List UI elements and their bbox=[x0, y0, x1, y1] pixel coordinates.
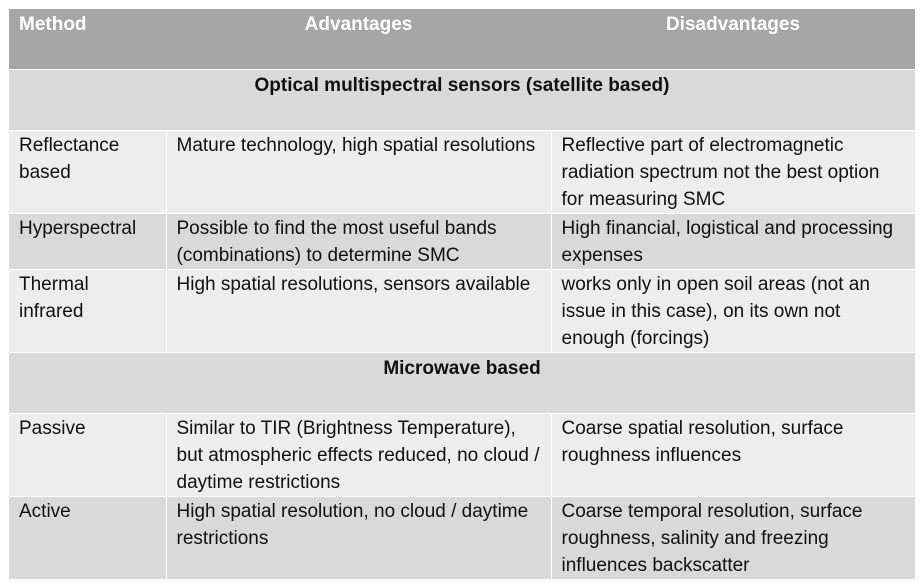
header-disadvantages: Disadvantages bbox=[551, 9, 915, 70]
comparison-table-container: Method Advantages Disadvantages Optical … bbox=[9, 9, 915, 580]
advantages-cell: High spatial resolution, no cloud / dayt… bbox=[166, 496, 552, 580]
table-header-row: Method Advantages Disadvantages bbox=[9, 9, 915, 70]
method-cell: Active bbox=[9, 496, 167, 580]
disadvantages-cell: Reflective part of electromagnetic radia… bbox=[551, 130, 915, 214]
disadvantages-cell: Coarse spatial resolution, surface rough… bbox=[551, 413, 915, 497]
table-row: Reflectance based Mature technology, hig… bbox=[9, 130, 915, 214]
section-row-optical: Optical multispectral sensors (satellite… bbox=[9, 69, 915, 131]
disadvantages-cell: Coarse temporal resolution, surface roug… bbox=[551, 496, 915, 580]
advantages-cell: Mature technology, high spatial resoluti… bbox=[166, 130, 552, 214]
advantages-cell: High spatial resolutions, sensors availa… bbox=[166, 269, 552, 353]
disadvantages-cell: High financial, logistical and processin… bbox=[551, 213, 915, 270]
section-title: Microwave based bbox=[9, 352, 915, 414]
methods-comparison-table: Method Advantages Disadvantages Optical … bbox=[9, 9, 915, 580]
table-row: Hyperspectral Possible to find the most … bbox=[9, 213, 915, 270]
section-row-microwave: Microwave based bbox=[9, 352, 915, 414]
method-cell: Thermal infrared bbox=[9, 269, 167, 353]
disadvantages-cell: works only in open soil areas (not an is… bbox=[551, 269, 915, 353]
header-method: Method bbox=[9, 9, 166, 70]
advantages-cell: Possible to find the most useful bands (… bbox=[166, 213, 552, 270]
advantages-cell: Similar to TIR (Brightness Temperature),… bbox=[166, 413, 552, 497]
header-advantages: Advantages bbox=[166, 9, 551, 70]
method-cell: Hyperspectral bbox=[9, 213, 167, 270]
section-title: Optical multispectral sensors (satellite… bbox=[9, 69, 915, 131]
table-row: Active High spatial resolution, no cloud… bbox=[9, 496, 915, 580]
method-cell: Reflectance based bbox=[9, 130, 167, 214]
table-row: Thermal infrared High spatial resolution… bbox=[9, 269, 915, 353]
method-cell: Passive bbox=[9, 413, 167, 497]
table-row: Passive Similar to TIR (Brightness Tempe… bbox=[9, 413, 915, 497]
